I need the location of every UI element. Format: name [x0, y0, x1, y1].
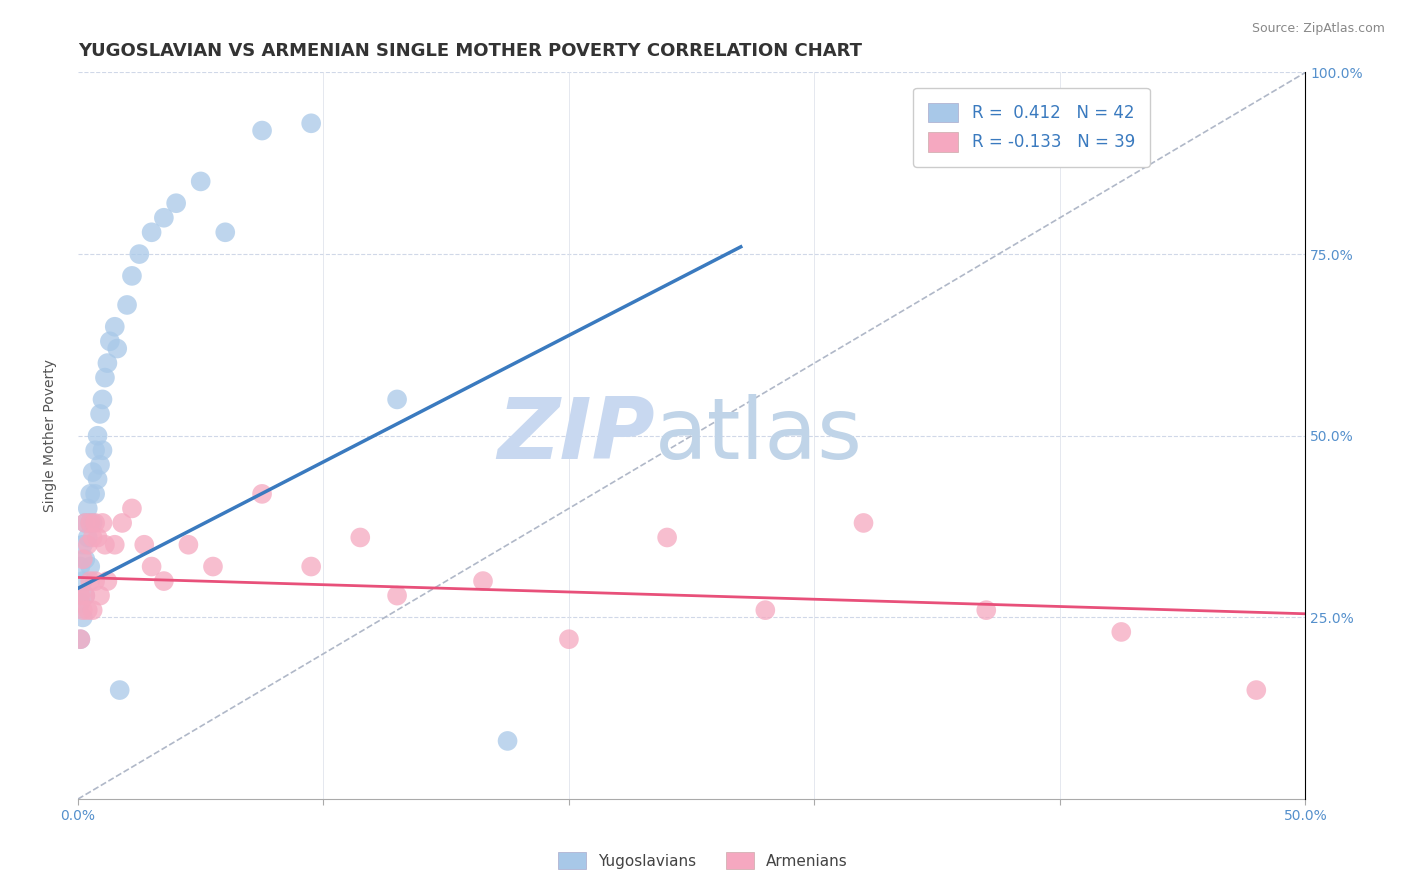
Point — [121, 501, 143, 516]
Point — [108, 683, 131, 698]
Point — [558, 632, 581, 647]
Point — [82, 516, 104, 530]
Point — [79, 516, 101, 530]
Point — [299, 116, 322, 130]
Point — [79, 516, 101, 530]
Legend: Yugoslavians, Armenians: Yugoslavians, Armenians — [553, 846, 853, 875]
Point — [72, 574, 94, 588]
Point — [104, 538, 127, 552]
Point — [82, 531, 104, 545]
Point — [250, 123, 273, 137]
Point — [94, 538, 117, 552]
Point — [165, 196, 187, 211]
Point — [75, 589, 97, 603]
Point — [82, 603, 104, 617]
Point — [91, 516, 114, 530]
Point — [75, 552, 97, 566]
Point — [76, 531, 98, 545]
Point — [72, 538, 94, 552]
Point — [98, 334, 121, 349]
Point — [177, 538, 200, 552]
Point — [89, 589, 111, 603]
Point — [153, 211, 176, 225]
Point — [75, 589, 97, 603]
Point — [153, 574, 176, 588]
Point — [84, 574, 107, 588]
Point — [84, 443, 107, 458]
Point — [96, 574, 118, 588]
Point — [201, 559, 224, 574]
Point — [84, 487, 107, 501]
Point — [86, 429, 108, 443]
Legend: R =  0.412   N = 42, R = -0.133   N = 39: R = 0.412 N = 42, R = -0.133 N = 39 — [912, 88, 1150, 167]
Point — [1109, 624, 1132, 639]
Point — [655, 531, 678, 545]
Point — [72, 603, 94, 617]
Point — [69, 632, 91, 647]
Text: atlas: atlas — [655, 394, 863, 477]
Point — [76, 538, 98, 552]
Point — [134, 538, 156, 552]
Point — [94, 370, 117, 384]
Point — [75, 516, 97, 530]
Point — [69, 596, 91, 610]
Point — [974, 603, 997, 617]
Point — [79, 574, 101, 588]
Point — [72, 610, 94, 624]
Point — [214, 225, 236, 239]
Point — [72, 552, 94, 566]
Point — [96, 356, 118, 370]
Point — [76, 603, 98, 617]
Point — [111, 516, 134, 530]
Point — [852, 516, 875, 530]
Point — [299, 559, 322, 574]
Point — [79, 559, 101, 574]
Point — [754, 603, 776, 617]
Point — [82, 465, 104, 479]
Point — [128, 247, 150, 261]
Point — [76, 501, 98, 516]
Point — [190, 174, 212, 188]
Text: YUGOSLAVIAN VS ARMENIAN SINGLE MOTHER POVERTY CORRELATION CHART: YUGOSLAVIAN VS ARMENIAN SINGLE MOTHER PO… — [77, 42, 862, 60]
Point — [105, 342, 128, 356]
Point — [385, 589, 408, 603]
Point — [115, 298, 138, 312]
Point — [69, 559, 91, 574]
Point — [141, 225, 163, 239]
Point — [104, 319, 127, 334]
Point — [472, 574, 495, 588]
Point — [349, 531, 371, 545]
Point — [496, 734, 519, 748]
Point — [385, 392, 408, 407]
Text: Source: ZipAtlas.com: Source: ZipAtlas.com — [1251, 22, 1385, 36]
Point — [89, 407, 111, 421]
Point — [141, 559, 163, 574]
Point — [121, 268, 143, 283]
Point — [89, 458, 111, 472]
Text: ZIP: ZIP — [498, 394, 655, 477]
Y-axis label: Single Mother Poverty: Single Mother Poverty — [44, 359, 58, 512]
Point — [69, 632, 91, 647]
Point — [86, 531, 108, 545]
Point — [91, 443, 114, 458]
Point — [86, 472, 108, 486]
Point — [84, 516, 107, 530]
Point — [75, 516, 97, 530]
Point — [1246, 683, 1268, 698]
Point — [69, 589, 91, 603]
Point — [91, 392, 114, 407]
Point — [79, 487, 101, 501]
Point — [250, 487, 273, 501]
